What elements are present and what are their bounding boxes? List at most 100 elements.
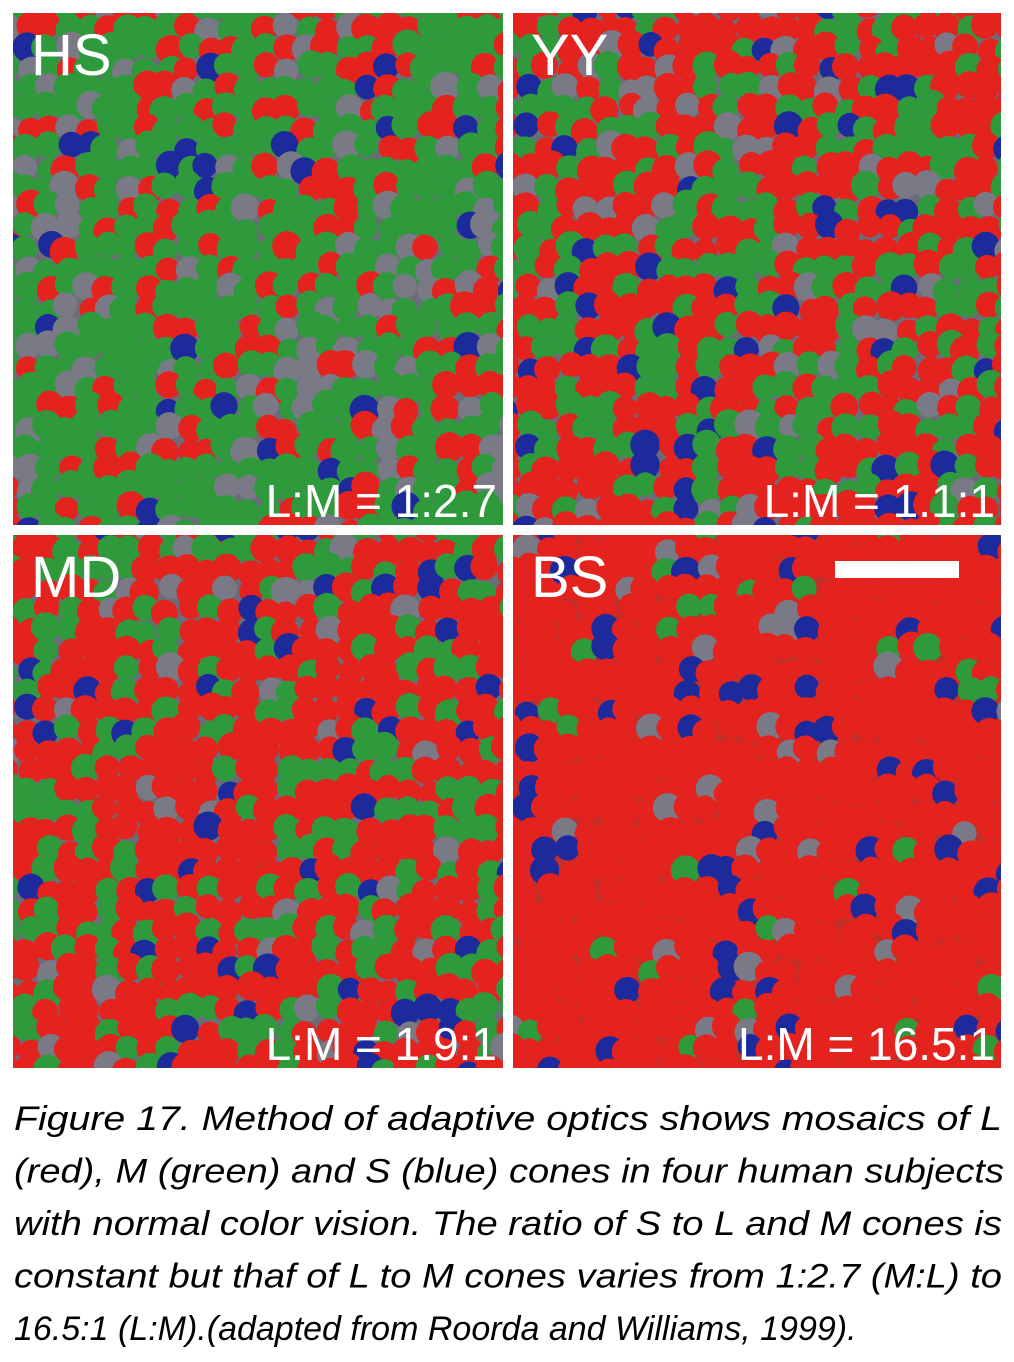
cone <box>392 273 417 299</box>
cone <box>155 477 180 502</box>
cone <box>236 1054 263 1068</box>
cone <box>853 514 881 525</box>
cone <box>576 76 602 102</box>
cone <box>153 796 179 822</box>
cone <box>435 776 461 802</box>
cone <box>916 331 944 358</box>
cone <box>993 998 1001 1023</box>
cone <box>173 57 198 82</box>
cone <box>671 238 698 264</box>
cone <box>314 51 340 77</box>
cone <box>593 290 622 319</box>
cone <box>792 771 822 801</box>
cone <box>998 13 1001 17</box>
cone <box>830 392 859 421</box>
cone <box>972 1034 1001 1064</box>
cone <box>831 53 859 80</box>
cone <box>13 993 40 1023</box>
cone <box>997 760 1001 778</box>
cone <box>975 291 1001 318</box>
cone <box>929 492 959 522</box>
cone <box>831 672 860 701</box>
cone <box>774 395 799 420</box>
cone <box>137 519 158 525</box>
cone <box>114 214 139 239</box>
cone <box>878 214 903 239</box>
cone <box>190 952 221 983</box>
cone <box>570 854 601 885</box>
cone <box>393 517 416 525</box>
cone <box>33 896 60 923</box>
cone <box>13 261 17 280</box>
cone <box>575 29 605 59</box>
cone <box>415 1018 445 1047</box>
panel-label: HS <box>31 23 112 88</box>
cone <box>91 795 117 821</box>
cone <box>491 511 503 525</box>
cone <box>392 573 419 600</box>
cone <box>732 771 763 802</box>
cone <box>412 234 438 261</box>
cone <box>310 673 339 701</box>
cone <box>956 292 981 317</box>
cone <box>537 697 564 724</box>
cone <box>556 155 582 181</box>
cone <box>850 974 879 1004</box>
cone <box>193 634 218 660</box>
cone <box>713 1054 743 1068</box>
cone <box>414 135 441 162</box>
cone <box>969 95 1000 126</box>
cone <box>151 696 181 726</box>
cone <box>291 735 321 765</box>
cone <box>472 693 499 719</box>
cone <box>591 451 620 480</box>
cone <box>52 673 80 702</box>
cone <box>351 13 381 44</box>
cone <box>977 535 1001 560</box>
cone <box>496 976 503 1001</box>
cone <box>172 290 203 321</box>
cone <box>375 435 402 461</box>
cone <box>178 33 204 58</box>
cone <box>731 510 760 525</box>
cone <box>155 257 180 282</box>
cone <box>513 836 538 861</box>
cone <box>649 352 679 383</box>
cone <box>374 797 401 824</box>
cone <box>578 538 604 564</box>
cone <box>13 598 38 624</box>
cone <box>930 1011 959 1041</box>
cone <box>371 1059 397 1068</box>
cone <box>550 875 578 903</box>
cone <box>272 272 298 298</box>
cone <box>311 130 341 159</box>
cone <box>131 410 162 441</box>
cone <box>892 74 921 103</box>
cone <box>814 921 839 946</box>
cone <box>477 311 503 340</box>
cone <box>553 733 582 762</box>
cone <box>494 293 503 317</box>
cone <box>394 956 425 986</box>
cone <box>998 558 1001 575</box>
cone <box>790 134 818 162</box>
cone <box>638 853 665 880</box>
cone <box>434 432 465 462</box>
cone <box>499 998 503 1016</box>
cone <box>495 152 503 179</box>
cone <box>274 317 299 342</box>
cone <box>316 1018 341 1043</box>
cone <box>718 681 744 707</box>
cone <box>236 474 262 500</box>
cone <box>135 856 163 885</box>
cone <box>391 211 419 240</box>
cone <box>530 332 559 360</box>
cone <box>178 594 204 619</box>
cone <box>775 51 802 78</box>
cone <box>452 92 482 123</box>
panel-label: YY <box>531 23 608 88</box>
cone <box>998 216 1001 232</box>
cone <box>696 252 722 278</box>
cone <box>357 513 384 525</box>
cone <box>997 482 1001 501</box>
